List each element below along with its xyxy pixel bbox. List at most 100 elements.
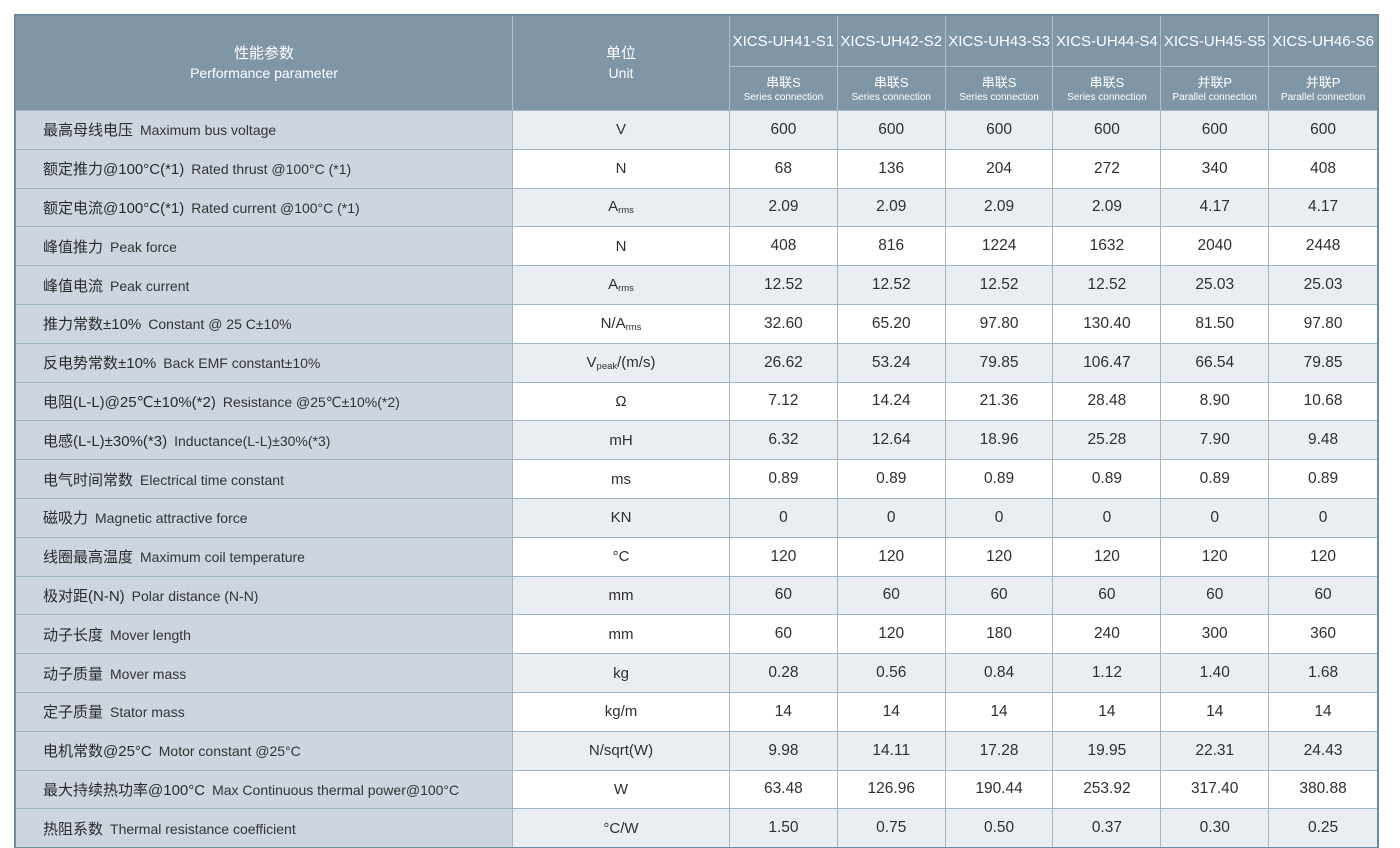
value-cell: 60 [730, 576, 838, 616]
unit-cell: W [513, 770, 730, 810]
value-cell: 2.09 [837, 188, 946, 228]
param-label-en: Magnetic attractive force [95, 510, 248, 527]
value-cell: 53.24 [837, 343, 946, 383]
value-cell: 79.85 [945, 343, 1054, 383]
table-row: 磁吸力 Magnetic attractive force KN 0 0 0 0 0 0 [16, 498, 1377, 538]
table-row: 电机常数@25°C Motor constant @25°C N/sqrt(W) 9.… [16, 731, 1377, 771]
value-cell: 60 [1161, 576, 1270, 616]
value-cell: 60 [730, 615, 838, 655]
unit-cell: Arms [513, 188, 730, 228]
param-label-en: Electrical time constant [140, 471, 284, 488]
value-cell: 60 [1269, 576, 1377, 616]
param-cell: 峰值电流 Peak current [16, 266, 513, 305]
param-label-zh: 线圈最高温度 [43, 549, 134, 567]
value-cell: 14.24 [837, 382, 946, 422]
table-row: 推力常数±10% Constant @ 25 C±10% N/Arms 32.60 65… [16, 304, 1377, 344]
unit-cell: °C/W [513, 809, 730, 848]
param-cell: 额定电流@100°C(*1) Rated current @100°C (*1) [16, 188, 513, 228]
unit-cell: N/sqrt(W) [513, 731, 730, 771]
model-header: XICS-UH44-S4 [1053, 16, 1162, 67]
value-cell: 380.88 [1269, 770, 1377, 810]
header-row-models: 性能参数 Performance parameter 单位 Unit XICS-… [16, 16, 1377, 111]
value-cell: 0.75 [837, 809, 946, 848]
value-cell: 0 [837, 498, 946, 538]
param-cell: 电机常数@25°C Motor constant @25°C [16, 731, 513, 771]
value-cell: 2448 [1269, 227, 1377, 267]
connection-label-en: Series connection [851, 91, 931, 103]
value-cell: 14 [837, 692, 946, 732]
param-label-en: Maximum coil temperature [140, 549, 305, 566]
param-label-en: Rated thrust @100°C (*1) [191, 161, 352, 178]
unit-cell: kg/m [513, 692, 730, 732]
param-label-zh: 电气时间常数 [43, 471, 134, 489]
value-cell: 17.28 [945, 731, 1054, 771]
value-cell: 2040 [1161, 227, 1270, 267]
value-cell: 14 [1053, 692, 1162, 732]
value-cell: 0 [1053, 498, 1162, 538]
unit-cell: Arms [513, 266, 730, 305]
value-cell: 126.96 [837, 770, 946, 810]
spec-table: 性能参数 Performance parameter 单位 Unit XICS-… [16, 16, 1377, 848]
value-cell: 317.40 [1161, 770, 1270, 810]
value-cell: 32.60 [730, 304, 838, 344]
table-row: 电气时间常数 Electrical time constant ms 0.89 0.89… [16, 460, 1377, 499]
spec-table-wrap: 性能参数 Performance parameter 单位 Unit XICS-… [14, 14, 1379, 848]
param-label-en: Resistance @25℃±10%(*2) [222, 393, 400, 410]
value-cell: 0.89 [730, 460, 838, 499]
value-cell: 120 [730, 537, 838, 577]
value-cell: 1224 [945, 227, 1054, 267]
unit-header: 单位 Unit [513, 16, 730, 111]
param-label-zh: 磁吸力 [43, 510, 89, 528]
value-cell: 0.84 [945, 654, 1054, 693]
param-header-zh: 性能参数 [233, 45, 294, 62]
param-label-en: Peak force [110, 238, 177, 255]
value-cell: 79.85 [1269, 343, 1377, 383]
value-cell: 120 [837, 537, 946, 577]
connection-label-zh: 并联P [1197, 74, 1233, 90]
param-cell: 极对距(N-N) Polar distance (N-N) [16, 576, 513, 616]
param-label-zh: 最大持续热功率@100°C [43, 781, 206, 799]
unit-cell: mm [513, 615, 730, 655]
value-cell: 600 [1269, 111, 1377, 150]
value-cell: 600 [945, 111, 1054, 150]
value-cell: 360 [1269, 615, 1377, 655]
value-cell: 0 [1161, 498, 1270, 538]
value-cell: 0.56 [837, 654, 946, 693]
param-cell: 电阻(L-L)@25℃±10%(*2) Resistance @25℃±10%(*… [16, 382, 513, 422]
value-cell: 600 [1053, 111, 1162, 150]
value-cell: 1.12 [1053, 654, 1162, 693]
value-cell: 14 [730, 692, 838, 732]
header-row-connection: 串联S Series connection 串联S Series connection… [16, 67, 1377, 111]
value-cell: 272 [1053, 149, 1162, 189]
param-label-en: Mover mass [110, 665, 187, 682]
value-cell: 340 [1161, 149, 1270, 189]
value-cell: 180 [945, 615, 1054, 655]
table-row: 峰值电流 Peak current Arms 12.52 12.52 12.52 12.52… [16, 266, 1377, 305]
value-cell: 26.62 [730, 343, 838, 383]
value-cell: 0.89 [1269, 460, 1377, 499]
param-label-zh: 推力常数±10% [43, 316, 142, 334]
connection-header: 并联P Parallel connection [1269, 67, 1377, 111]
value-cell: 68 [730, 149, 838, 189]
unit-cell: KN [513, 498, 730, 538]
unit-cell: mH [513, 421, 730, 461]
value-cell: 0.89 [1053, 460, 1162, 499]
value-cell: 204 [945, 149, 1054, 189]
param-cell: 动子长度 Mover length [16, 615, 513, 655]
param-label-en: Peak current [110, 277, 190, 294]
unit-subscript: peak [596, 360, 618, 372]
unit-cell: kg [513, 654, 730, 693]
value-cell: 600 [730, 111, 838, 150]
value-cell: 120 [945, 537, 1054, 577]
table-body: 最高母线电压 Maximum bus voltage V 600 600 600 600 60… [16, 111, 1377, 848]
value-cell: 0.89 [1161, 460, 1270, 499]
param-cell: 磁吸力 Magnetic attractive force [16, 498, 513, 538]
value-cell: 600 [837, 111, 946, 150]
param-label-en: Mover length [110, 626, 191, 643]
value-cell: 65.20 [837, 304, 946, 344]
connection-header: 并联P Parallel connection [1161, 67, 1270, 111]
model-header: XICS-UH45-S5 [1161, 16, 1270, 67]
value-cell: 1632 [1053, 227, 1162, 267]
model-header: XICS-UH42-S2 [837, 16, 946, 67]
value-cell: 12.52 [945, 266, 1054, 305]
